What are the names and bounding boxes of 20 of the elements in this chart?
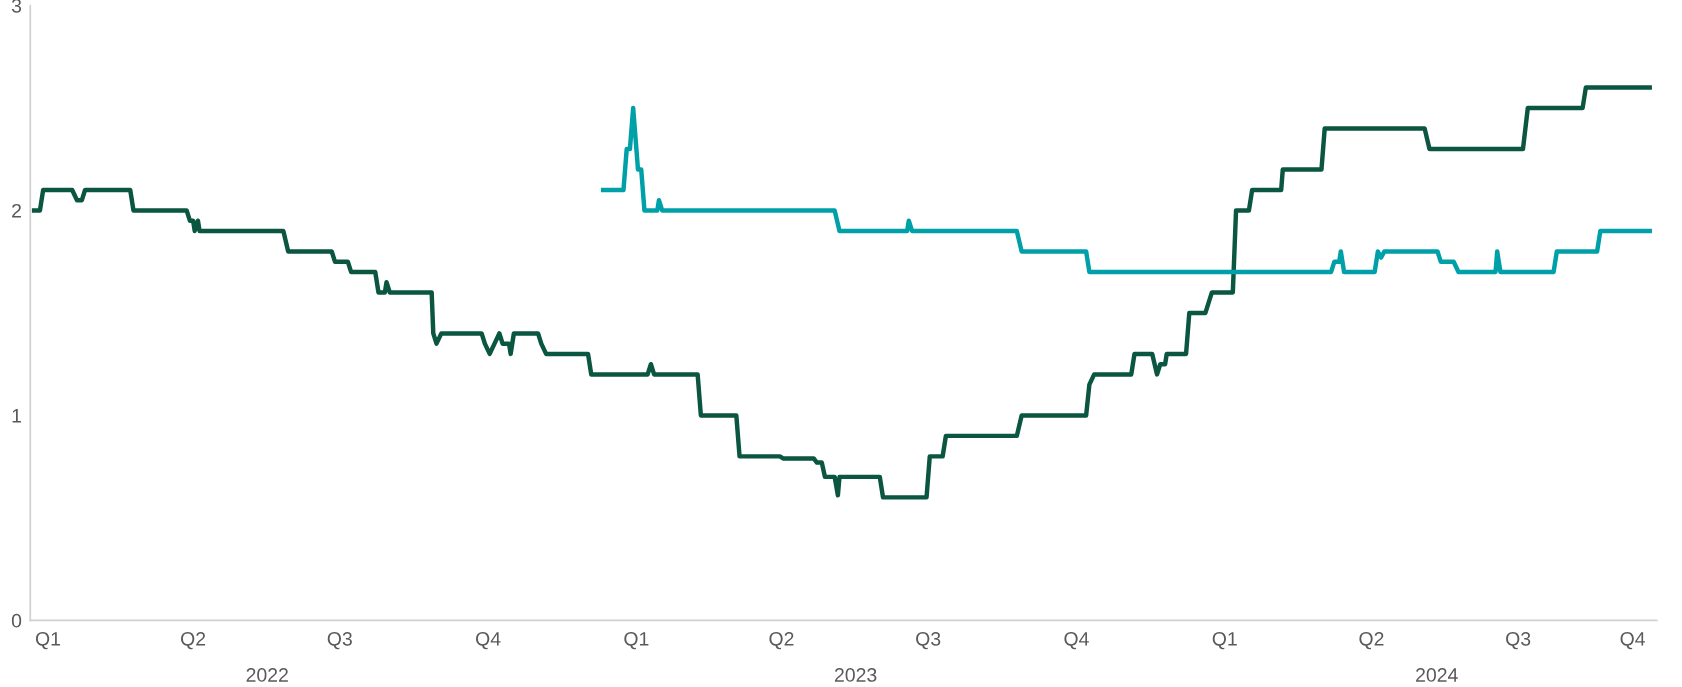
line-series — [30, 85, 1655, 500]
line-series — [598, 105, 1655, 275]
x-tick-label: Q1 — [35, 631, 61, 650]
x-tick-label: Q4 — [1620, 631, 1645, 650]
x-tick-label: Q2 — [1359, 631, 1384, 650]
x-tick-label: Q3 — [1506, 631, 1531, 650]
y-tick-label: 2 — [12, 203, 21, 218]
x-tick-label: Q1 — [1212, 631, 1237, 650]
y-tick-label: 1 — [12, 409, 21, 423]
x-tick-label: Q3 — [916, 631, 941, 650]
x-tick-label: Q1 — [624, 631, 649, 650]
x-tick-label: Q2 — [769, 631, 794, 650]
x-tick-label: Q3 — [327, 631, 352, 650]
y-tick-label: 0 — [11, 613, 22, 628]
x-tick-label: Q2 — [181, 631, 206, 650]
text: 2024 — [1416, 668, 1458, 682]
x-tick-label: Q4 — [476, 631, 501, 650]
text: 2023 — [834, 668, 877, 682]
text: 2022 — [246, 668, 288, 682]
x-tick-label: Q4 — [1064, 631, 1089, 650]
